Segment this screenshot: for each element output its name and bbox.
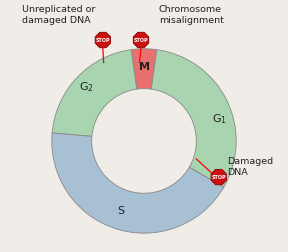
Polygon shape — [133, 33, 149, 48]
Wedge shape — [52, 50, 137, 136]
Text: STOP: STOP — [96, 38, 110, 43]
Text: Chromosome
misalignment: Chromosome misalignment — [159, 5, 224, 24]
Polygon shape — [211, 170, 226, 185]
Text: G$_2$: G$_2$ — [79, 80, 94, 94]
Text: Damaged
DNA: Damaged DNA — [228, 157, 274, 177]
Wedge shape — [52, 133, 224, 233]
Text: Unreplicated or
damaged DNA: Unreplicated or damaged DNA — [22, 5, 95, 24]
Wedge shape — [151, 50, 236, 187]
Polygon shape — [95, 33, 111, 48]
Wedge shape — [131, 49, 157, 89]
Text: S: S — [118, 206, 125, 216]
Text: M: M — [139, 62, 149, 72]
Text: STOP: STOP — [211, 175, 226, 180]
Text: STOP: STOP — [134, 38, 148, 43]
Text: G$_1$: G$_1$ — [212, 112, 227, 126]
